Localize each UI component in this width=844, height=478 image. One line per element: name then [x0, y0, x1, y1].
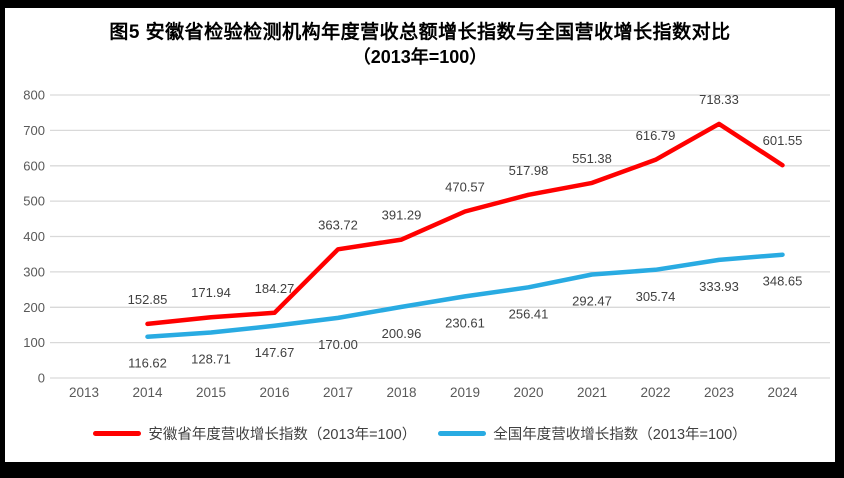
y-axis-tick-label: 0 — [38, 371, 45, 386]
x-axis-tick-label: 2017 — [323, 385, 353, 400]
chart-title-line2: （2013年=100） — [352, 47, 488, 67]
x-axis-tick-label: 2018 — [386, 385, 416, 400]
data-label: 391.29 — [382, 208, 422, 223]
data-label: 470.57 — [445, 180, 485, 195]
legend-line-sample-red — [93, 431, 142, 436]
data-label: 363.72 — [318, 217, 358, 232]
chart-title: 图5 安徽省检验检测机构年度营收总额增长指数与全国营收增长指数对比 （2013年… — [5, 8, 835, 68]
x-axis-tick-label: 2014 — [132, 385, 163, 400]
y-axis-tick-label: 700 — [23, 123, 45, 138]
series-line-0 — [145, 121, 785, 327]
y-axis-tick-label: 100 — [23, 335, 45, 350]
x-axis-tick-label: 2024 — [767, 385, 798, 400]
y-axis-tick-label: 200 — [23, 300, 45, 315]
legend-label-anhui: 安徽省年度营收增长指数（2013年=100） — [148, 427, 417, 443]
data-label: 551.38 — [572, 151, 612, 166]
y-axis-tick-label: 400 — [23, 229, 45, 244]
data-label: 184.27 — [255, 281, 295, 296]
x-axis-tick-label: 2023 — [704, 385, 734, 400]
series-line-1 — [145, 252, 785, 339]
x-axis-tick-label: 2021 — [577, 385, 607, 400]
data-label: 147.67 — [255, 345, 295, 360]
data-label: 128.71 — [191, 352, 231, 367]
y-axis-tick-label: 500 — [23, 194, 45, 209]
data-label: 171.94 — [191, 285, 231, 300]
data-label: 170.00 — [318, 337, 358, 352]
data-label: 292.47 — [572, 294, 612, 309]
x-axis-tick-label: 2020 — [513, 385, 543, 400]
legend-line-sample-blue — [438, 431, 487, 436]
data-label: 200.96 — [382, 326, 422, 341]
data-label: 718.33 — [699, 92, 739, 107]
y-axis-tick-label: 300 — [23, 264, 45, 279]
y-axis-tick-label: 600 — [23, 158, 45, 173]
y-axis-tick-label: 800 — [23, 88, 45, 103]
legend-item-national: 全国年度营收增长指数（2013年=100） — [438, 423, 747, 444]
legend-label-national: 全国年度营收增长指数（2013年=100） — [493, 427, 747, 443]
data-label: 152.85 — [128, 292, 168, 307]
chart-title-line1: 图5 安徽省检验检测机构年度营收总额增长指数与全国营收增长指数对比 — [109, 22, 731, 43]
data-label: 305.74 — [636, 289, 676, 304]
data-label: 601.55 — [763, 133, 803, 148]
legend-item-anhui: 安徽省年度营收增长指数（2013年=100） — [93, 423, 416, 444]
x-axis-tick-label: 2022 — [640, 385, 670, 400]
chart-legend: 安徽省年度营收增长指数（2013年=100） 全国年度营收增长指数（2013年=… — [5, 423, 835, 444]
x-axis-tick-label: 2013 — [69, 385, 99, 400]
x-axis-tick-label: 2015 — [196, 385, 226, 400]
data-label: 517.98 — [509, 163, 549, 178]
x-axis-tick-label: 2019 — [450, 385, 480, 400]
data-label: 348.65 — [763, 274, 803, 289]
data-label: 116.62 — [128, 356, 167, 371]
x-axis-tick-label: 2016 — [259, 385, 289, 400]
data-label: 616.79 — [636, 128, 676, 143]
data-label: 256.41 — [509, 306, 549, 321]
data-label: 230.61 — [445, 315, 485, 330]
chart-plot-area: 0 100 200 300 400 500 600 700 800 2013 2014 2015 201… — [23, 88, 830, 400]
data-label: 333.93 — [699, 279, 739, 294]
